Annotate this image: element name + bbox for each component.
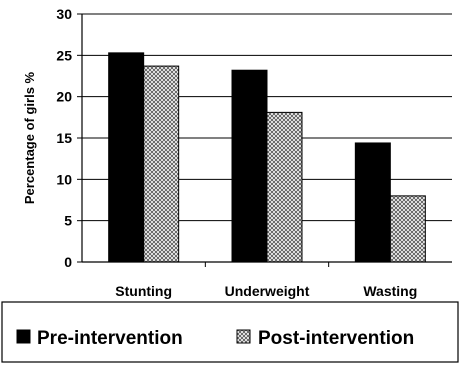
legend-swatch-pre-intervention [16,329,31,344]
legend-label-post-intervention: Post-intervention [258,328,414,349]
y-axis-title: Percentage of girls % [22,71,37,204]
x-category-labels: Stunting Underweight Wasting [115,283,417,299]
x-category-label: Wasting [363,283,417,299]
legend: Pre-intervention Post-intervention [1,301,459,363]
y-tick-label: 25 [56,47,72,63]
y-tick-label: 20 [56,89,72,105]
bar-post-intervention-underweight [266,111,303,263]
legend-swatch-post-intervention [236,329,251,344]
legend-label-pre-intervention: Pre-intervention [37,328,183,349]
bar-pre-intervention-wasting [354,142,391,263]
x-category-label: Underweight [225,283,310,299]
bar-post-intervention-stunting [143,65,180,263]
y-tick-labels: 0 5 10 15 20 25 30 [56,6,72,270]
bar-pre-intervention-underweight [231,69,268,263]
y-tick-label: 0 [64,254,72,270]
bar-pre-intervention-stunting [108,52,145,263]
y-tick-label: 5 [64,213,72,229]
y-tick-label: 15 [56,130,72,146]
bars [108,52,426,263]
y-tick-label: 10 [56,171,72,187]
legend-box [1,301,459,363]
y-tick-label: 30 [56,6,72,22]
x-category-label: Stunting [115,283,172,299]
axes [77,13,452,267]
bar-post-intervention-wasting [389,195,426,263]
